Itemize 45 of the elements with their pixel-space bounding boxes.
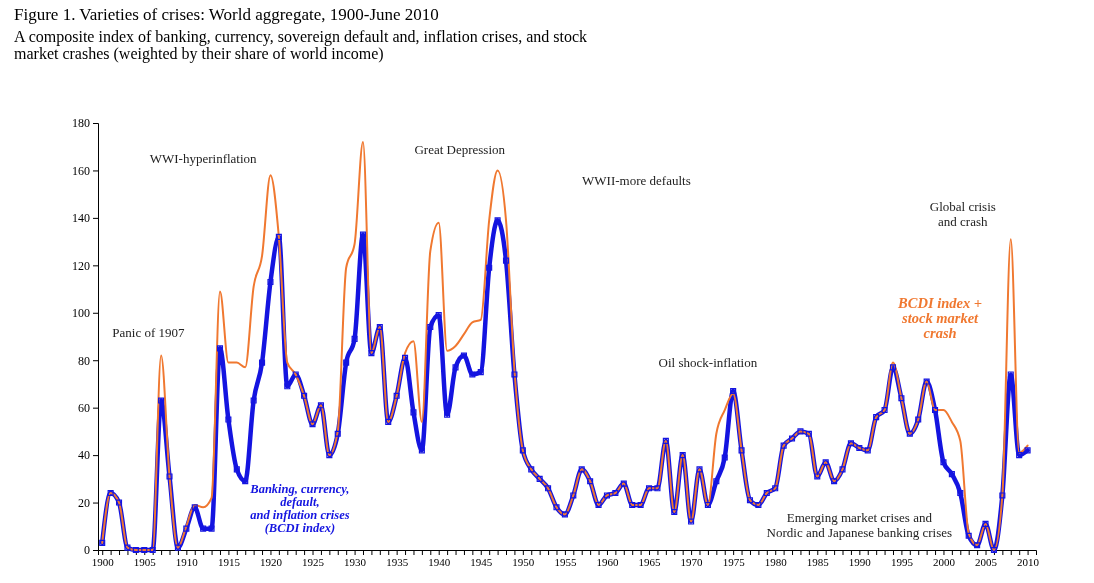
x-tick-label: 1920 xyxy=(259,555,283,568)
y-tick-label: 40 xyxy=(78,448,90,463)
x-tick-label: 2000 xyxy=(932,555,956,568)
x-tick-label: 1975 xyxy=(722,555,746,568)
line-series xyxy=(101,140,1029,551)
x-tick-label: 1995 xyxy=(890,555,914,568)
x-tick-label: 1950 xyxy=(512,555,535,568)
annotation: Great Depression xyxy=(414,141,506,157)
chart-title: Figure 1. Varieties of crises: World aggregate, 1900-June 2010 xyxy=(14,5,439,24)
y-tick-label: 140 xyxy=(72,211,90,226)
x-tick-label: 1930 xyxy=(344,555,367,568)
x-tick-label: 1955 xyxy=(554,555,577,568)
x-tick-label: 2005 xyxy=(975,555,998,568)
y-tick-label: 60 xyxy=(78,401,90,416)
annotation: WWII-more defaults xyxy=(582,172,691,188)
y-tick-label: 160 xyxy=(72,163,90,178)
x-tick-label: 2010 xyxy=(1017,555,1040,568)
chart-subtitle: A composite index of banking, currency, sovereign default and, inflation crises, and stock market crashes (weighted by their share of world income) xyxy=(14,28,588,63)
x-tick-label: 1910 xyxy=(175,555,199,568)
annotation: Emerging market crises and Nordic and Japanese banking crises xyxy=(766,509,953,540)
x-tick-label: 1935 xyxy=(386,555,409,568)
x-tick-label: 1940 xyxy=(428,555,451,568)
x-tick-label: 1965 xyxy=(638,555,662,568)
series-label: Banking, currency, default, and inflation crises (BCDI index) xyxy=(249,482,350,536)
annotation: Oil shock-inflation xyxy=(658,355,758,371)
x-tick-label: 1915 xyxy=(217,555,241,568)
x-tick-label: 1960 xyxy=(596,555,619,568)
x-tick-label: 1985 xyxy=(806,555,830,568)
series-label: BCDI index + stock market crash xyxy=(897,295,983,342)
annotation: WWI-hyperinflation xyxy=(149,151,258,167)
y-tick-label: 180 xyxy=(72,116,90,131)
y-tick-label: 120 xyxy=(72,258,90,273)
y-tick-label: 100 xyxy=(72,306,90,321)
annotation: Global crisis and crash xyxy=(929,198,996,229)
y-tick-label: 80 xyxy=(78,353,90,368)
annotation: Panic of 1907 xyxy=(112,324,186,340)
x-tick-label: 1905 xyxy=(133,555,157,568)
x-tick-label: 1900 xyxy=(91,555,115,568)
x-tick-label: 1990 xyxy=(848,555,872,568)
x-tick-label: 1925 xyxy=(302,555,325,568)
x-tick-label: 1980 xyxy=(764,555,788,568)
x-tick-label: 1945 xyxy=(470,555,493,568)
y-tick-label: 0 xyxy=(84,543,90,558)
x-tick-label: 1970 xyxy=(680,555,704,568)
y-tick-label: 20 xyxy=(78,495,90,510)
